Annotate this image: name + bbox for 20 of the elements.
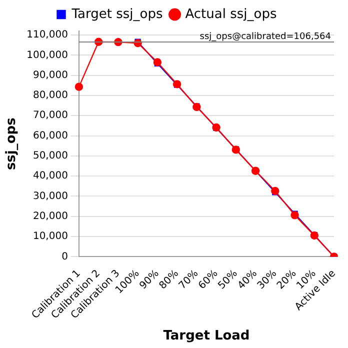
y-tick-label: 0 <box>62 251 68 262</box>
legend-label: Actual ssj_ops <box>185 6 277 22</box>
ref-line-label: ssj_ops@calibrated=106,564 <box>200 32 332 42</box>
legend-label: Target ssj_ops <box>70 6 163 22</box>
point <box>290 211 299 220</box>
point <box>74 82 84 91</box>
y-tick-label: 60,000 <box>32 130 68 142</box>
y-tick-label: 80,000 <box>32 90 68 102</box>
y-tick-label: 50,000 <box>32 150 68 162</box>
y-tick-label: 100,000 <box>26 50 68 61</box>
y-tick-label: 20,000 <box>32 210 68 222</box>
y-tick-label: 30,000 <box>32 190 68 202</box>
x-axis-title: Target Load <box>163 328 250 344</box>
y-tick-label: 90,000 <box>32 70 68 81</box>
point <box>271 186 280 196</box>
y-tick-label: 70,000 <box>32 110 68 122</box>
y-tick-label: 40,000 <box>32 170 68 182</box>
y-tick-label: 10,000 <box>32 231 68 242</box>
y-tick-label: 110,000 <box>26 30 68 41</box>
y-axis-title: ssj_ops <box>4 117 20 170</box>
